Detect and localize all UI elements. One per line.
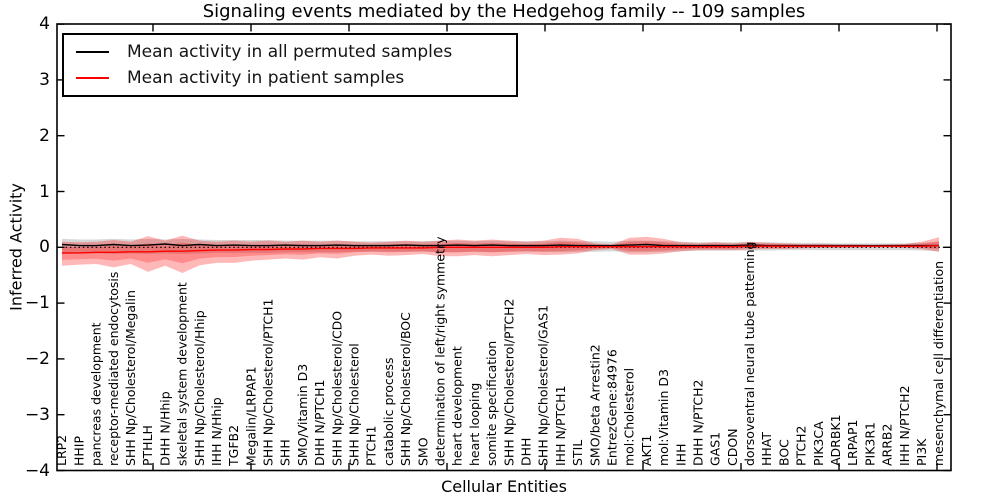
x-category-label: heart looping: [467, 383, 482, 466]
legend-line-swatch-patient: [76, 77, 109, 79]
x-axis-label: Cellular Entities: [441, 477, 567, 496]
x-category-label: IHH N/PTCH2: [897, 385, 912, 466]
x-category-label: DHH N/PTCH1: [312, 380, 327, 466]
x-category-label: receptor-mediated endocytosis: [106, 272, 121, 466]
x-category-label: PIK3CA: [811, 421, 826, 466]
x-category-label: IHH: [673, 444, 688, 467]
x-category-label: HHIP: [71, 436, 86, 466]
x-category-label: LRPAP1: [845, 420, 860, 466]
legend-box: Mean activity in all permuted samples Me…: [62, 33, 518, 97]
x-category-label: BOC: [776, 439, 791, 466]
legend-line-swatch-permuted: [76, 51, 109, 53]
y-tick-label: 0: [39, 237, 50, 258]
y-tick-label: −4: [24, 460, 50, 481]
x-category-label: EntrezGene:84976: [604, 349, 619, 466]
x-category-label: PTCH2: [794, 425, 809, 466]
patient-mean-line: [62, 244, 940, 254]
x-category-label: STIL: [570, 440, 585, 466]
x-category-label: SHH Np/Cholesterol/PTCH1: [261, 299, 276, 467]
legend-entry-label: Mean activity in patient samples: [127, 68, 405, 88]
x-category-label: SHH Np/Cholesterol/PTCH2: [501, 299, 516, 467]
x-category-label: DHH N/Hhip: [157, 391, 172, 466]
x-category-label: HHAT: [759, 432, 774, 466]
x-category-label: LRP2: [54, 435, 69, 466]
x-category-label: mesenchymal cell differentiation: [931, 261, 946, 466]
x-category-label: SHH Np/Cholesterol/BOC: [398, 312, 413, 466]
permuted-band-area: [62, 238, 939, 254]
x-category-label: IHH N/PTCH1: [553, 385, 568, 466]
y-tick-label: 4: [39, 14, 50, 35]
y-tick-label: −2: [24, 348, 50, 369]
x-category-label: SMO: [415, 437, 430, 466]
y-tick-label: −1: [24, 293, 50, 314]
x-category-label: PIK3R1: [862, 422, 877, 466]
x-category-label: catabolic process: [381, 357, 396, 466]
x-category-label: PI3K: [914, 438, 929, 466]
y-tick-label: 1: [39, 181, 50, 202]
x-category-label: PTCH1: [364, 425, 379, 466]
x-category-label: somite specification: [484, 341, 499, 466]
x-category-label: DHH: [518, 438, 533, 466]
x-category-label: TGFB2: [226, 425, 241, 467]
y-tick-label: −3: [24, 404, 50, 425]
x-category-label: DHH N/PTCH2: [690, 380, 705, 466]
legend-entry-patient: Mean activity in patient samples: [76, 65, 508, 91]
x-category-label: CDON: [725, 428, 740, 466]
x-category-label: determination of left/right symmetry: [433, 236, 448, 466]
x-category-label: SMO/beta Arrestin2: [587, 344, 602, 466]
x-category-label: SHH: [278, 439, 293, 466]
x-category-label: dorsoventral neural tube patterning: [742, 242, 757, 467]
legend-entry-label: Mean activity in all permuted samples: [127, 42, 453, 62]
x-category-label: SHH Np/Cholesterol/Hhip: [192, 310, 207, 466]
y-tick-label: 3: [39, 69, 50, 90]
x-category-label: SHH Np/Cholesterol/GAS1: [536, 305, 551, 466]
x-category-label: ARRB2: [880, 424, 895, 466]
x-category-label: Megalin/LRPAP1: [243, 366, 258, 466]
x-category-label: SMO/Vitamin D3: [295, 364, 310, 466]
x-category-label: SHH Np/Cholesterol/Megalin: [123, 290, 138, 466]
x-category-label: mol:Vitamin D3: [656, 369, 671, 466]
x-category-label: heart development: [450, 346, 465, 466]
x-category-label: skeletal system development: [175, 282, 190, 466]
x-category-label: pancreas development: [89, 322, 104, 466]
x-category-label: SHH Np/Cholesterol/CDO: [329, 311, 344, 466]
x-category-label: PTHLH: [140, 425, 155, 466]
x-category-label: AKT1: [639, 435, 654, 466]
x-category-label: IHH N/Hhip: [209, 397, 224, 466]
x-category-label: ADRBK1: [828, 414, 843, 466]
x-category-label: mol:Cholesterol: [622, 368, 637, 466]
chart-title: Signaling events mediated by the Hedgeho…: [202, 1, 806, 22]
x-category-label: SHH Np/Cholesterol: [347, 343, 362, 466]
legend-entry-permuted: Mean activity in all permuted samples: [76, 39, 508, 65]
x-category-label: GAS1: [708, 432, 723, 466]
y-tick-label: 2: [39, 125, 50, 146]
